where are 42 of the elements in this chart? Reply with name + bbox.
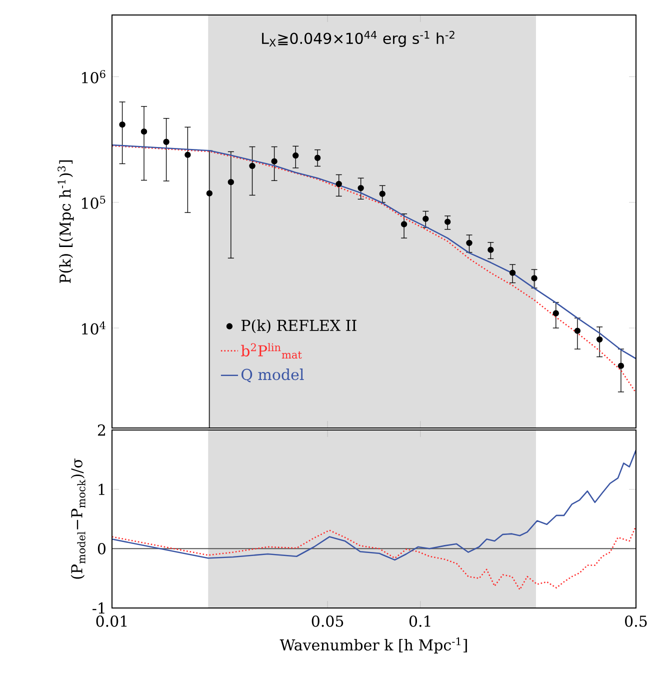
point: [379, 190, 386, 197]
point: [119, 121, 126, 128]
y-tick-label: 10$^{6}$: [82, 70, 106, 84]
x-tick-label: 0.05: [312, 615, 344, 627]
point: [249, 162, 256, 170]
legend-label: b$^{2}$P$^{lin}$mat: [241, 343, 302, 359]
y-tick-label: 0: [98, 542, 106, 554]
point: [228, 178, 234, 186]
y-axis-title: P(k) [(Mpc h$^{-1}$)$^{3}$]: [58, 160, 74, 284]
point: [531, 275, 538, 282]
point: [292, 152, 299, 159]
point: [509, 270, 516, 276]
x-tick-label: 0.01: [96, 615, 127, 627]
y-axis-title: (P$_{model}$−P$_{mock}$)/σ: [70, 458, 86, 579]
point: [444, 218, 451, 225]
point: [163, 138, 170, 145]
legend-label: P(k) REFLEX II: [241, 319, 356, 334]
y-tick-label: 1: [98, 484, 104, 495]
annotation: L$_{X}$≧0.049×10$^{44}$ erg s$^{-1}$ h$^{-2}$: [262, 30, 454, 47]
point: [552, 310, 559, 316]
point: [618, 362, 624, 369]
x-tick-label: 0.1: [409, 615, 430, 627]
y-tick-label: 2: [98, 424, 106, 436]
y-tick-label: 10$^{4}$: [82, 321, 106, 335]
point: [422, 216, 429, 222]
point: [574, 328, 581, 334]
y-tick-label: -1: [92, 602, 104, 614]
point: [314, 154, 321, 161]
point: [358, 184, 364, 192]
point: [466, 240, 472, 246]
legend-label: Q model: [242, 368, 304, 382]
point: [488, 246, 494, 253]
point: [140, 128, 148, 135]
point: [184, 152, 191, 158]
y-tick-label: 10$^{5}$: [82, 196, 106, 209]
point: [336, 180, 342, 188]
x-tick-label: 0.5: [625, 615, 647, 627]
x-axis-title: Wavenumber k [h Mpc$^{-1}$]: [280, 637, 467, 654]
point: [271, 158, 278, 164]
point: [400, 221, 408, 228]
point: [206, 190, 213, 196]
point: [596, 336, 603, 343]
